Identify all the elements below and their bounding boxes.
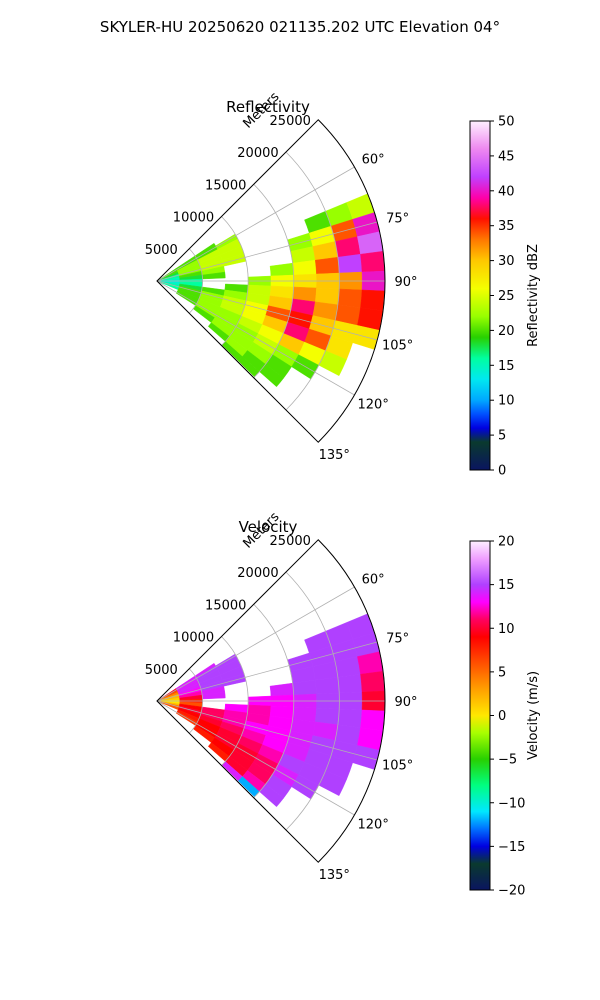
range-tick-label: 25000	[270, 534, 311, 549]
colorbar-scale	[469, 120, 491, 471]
colorbar-tick-label: −20	[498, 884, 525, 899]
data-cell	[269, 262, 294, 277]
sector-frame	[156, 539, 386, 863]
azimuth-tick-label: 120°	[358, 818, 389, 833]
colorbar-tick-label: 5	[498, 665, 506, 680]
panels: Reflectivity500010000150002000025000Mete…	[145, 89, 541, 898]
colorbar-tick-label: 15	[498, 359, 515, 374]
range-tick-label: 10000	[173, 631, 214, 646]
colorbar-tick-label: 25	[498, 289, 515, 304]
data-cell	[360, 671, 385, 693]
colorbar-scale	[469, 540, 491, 891]
azimuth-grid-line	[156, 641, 378, 702]
colorbar-label: Reflectivity dBZ	[526, 244, 541, 347]
colorbar-tick-label: −5	[498, 753, 517, 768]
colorbar-tick-label: 45	[498, 149, 515, 164]
sector-frame	[156, 119, 386, 443]
azimuth-grid-line	[156, 586, 355, 702]
colorbar-tick-label: 5	[498, 429, 506, 444]
range-tick-label: 15000	[205, 598, 246, 613]
azimuth-tick-label: 120°	[358, 398, 389, 413]
colorbar-tick-label: 30	[498, 254, 515, 269]
colorbar-tick-label: 10	[498, 394, 515, 409]
data-cell	[337, 708, 363, 729]
polar-grid	[156, 539, 386, 863]
azimuth-tick-label: 105°	[382, 338, 413, 353]
polar-grid	[156, 119, 386, 443]
colorbar-tick-label: 10	[498, 622, 515, 637]
colorbar-tick-label: 20	[498, 535, 515, 550]
azimuth-grid-line	[156, 280, 355, 396]
data-cell	[315, 256, 340, 275]
colorbar-tick-label: 40	[498, 184, 515, 199]
panel-reflectivity: Reflectivity500010000150002000025000Mete…	[145, 89, 541, 478]
range-tick-label: 5000	[145, 663, 178, 678]
azimuth-grid-line	[156, 221, 378, 282]
data-cell	[269, 682, 294, 697]
range-tick-label: 20000	[237, 566, 278, 581]
colorbar: 0 5 10 15 20 25 30 35 40 45 50 Reflectivity dBZ	[469, 115, 541, 479]
data-cell	[337, 673, 363, 694]
range-tick-label: 10000	[173, 211, 214, 226]
azimuth-tick-label: 60°	[362, 573, 385, 588]
azimuth-tick-label: 75°	[386, 212, 409, 227]
data-cell	[360, 251, 385, 273]
range-tick-label: 5000	[145, 243, 178, 258]
azimuth-tick-label: 60°	[362, 153, 385, 168]
figure-title: SKYLER-HU 20250620 021135.202 UTC Elevat…	[100, 18, 500, 36]
azimuth-grid-line	[156, 700, 378, 761]
data-cell	[337, 288, 363, 309]
colorbar-tick-label: 20	[498, 324, 515, 339]
panel-title: Reflectivity	[226, 98, 310, 116]
data-cell	[337, 253, 363, 274]
azimuth-grid-line	[156, 700, 355, 816]
colorbar-tick-label: 35	[498, 219, 515, 234]
colorbar-tick-label: 0	[498, 709, 506, 724]
azimuth-grid-line	[156, 280, 378, 341]
colorbar-tick-label: 15	[498, 578, 515, 593]
colorbar-tick-label: 0	[498, 464, 506, 479]
azimuth-tick-label: 135°	[319, 448, 350, 463]
range-tick-label: 20000	[237, 146, 278, 161]
panel-title: Velocity	[239, 518, 298, 536]
colorbar: −20 −15 −10 −5 0 5 10 15 20 Velocity (m/s)	[469, 535, 541, 899]
azimuth-tick-label: 105°	[382, 758, 413, 773]
range-tick-label: 25000	[270, 114, 311, 129]
azimuth-tick-label: 75°	[386, 632, 409, 647]
colorbar-tick-label: −10	[498, 796, 525, 811]
data-cell	[360, 709, 385, 731]
azimuth-tick-label: 90°	[394, 275, 417, 290]
colorbar-tick-label: 50	[498, 115, 515, 130]
azimuth-grid-line	[156, 166, 355, 282]
range-tick-label: 15000	[205, 178, 246, 193]
colorbar-label: Velocity (m/s)	[526, 671, 541, 760]
panel-velocity: Velocity500010000150002000025000Meters60…	[145, 509, 541, 898]
azimuth-tick-label: 90°	[394, 695, 417, 710]
colorbar-tick-label: −15	[498, 840, 525, 855]
azimuth-tick-label: 135°	[319, 868, 350, 883]
data-cell	[360, 289, 385, 311]
data-cell	[315, 676, 340, 695]
